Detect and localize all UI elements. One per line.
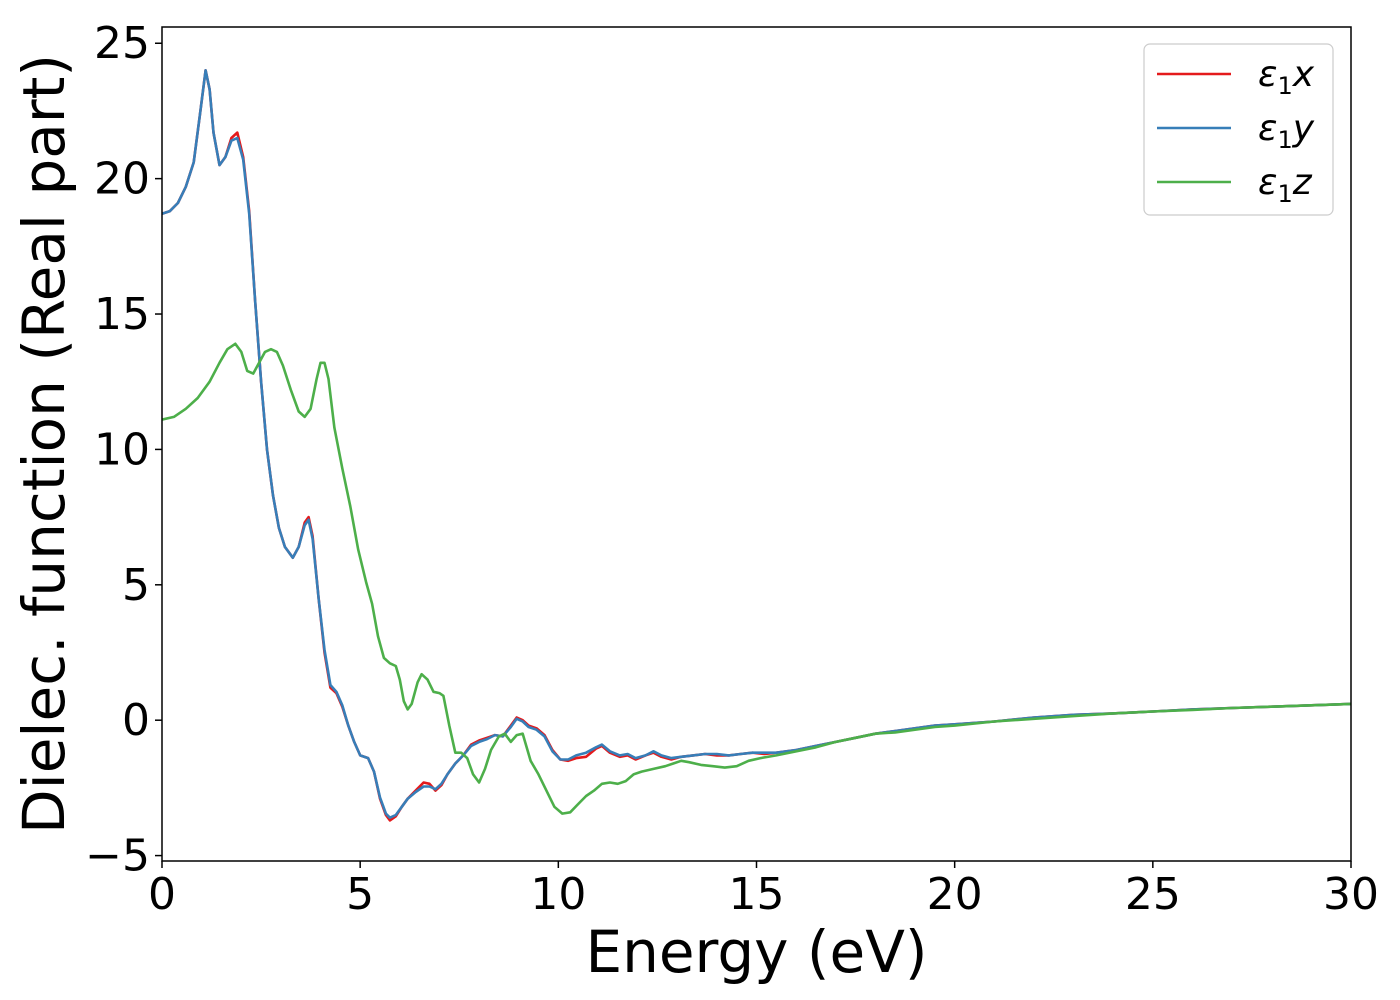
series-layer bbox=[162, 69, 1351, 822]
y-tick-label: 10 bbox=[94, 424, 150, 475]
legend: ε1x ε1y ε1z bbox=[1143, 43, 1334, 216]
x-tick-label: 0 bbox=[148, 869, 176, 920]
series-line-eps1y bbox=[162, 69, 1351, 819]
y-tick-label: 5 bbox=[122, 560, 150, 611]
x-tick-label: 25 bbox=[1125, 869, 1181, 920]
y-tick-label: −5 bbox=[85, 831, 150, 882]
x-tick-label: 5 bbox=[346, 869, 374, 920]
legend-box bbox=[1143, 43, 1334, 216]
x-axis-label: Energy (eV) bbox=[585, 918, 927, 986]
y-tick-label: 15 bbox=[94, 289, 150, 340]
x-tick-label: 20 bbox=[927, 869, 983, 920]
y-tick-label: 20 bbox=[94, 154, 150, 205]
legend-label-eps1x: ε1x bbox=[1258, 54, 1315, 100]
y-axis-label: Dielec. function (Real part) bbox=[10, 54, 78, 834]
x-tick-label: 30 bbox=[1323, 869, 1379, 920]
x-tick-label: 15 bbox=[729, 869, 785, 920]
x-tick-label: 10 bbox=[530, 869, 586, 920]
y-tick-label: 25 bbox=[94, 18, 150, 69]
series-line-eps1z bbox=[162, 342, 1351, 815]
legend-label-eps1y: ε1y bbox=[1258, 108, 1315, 154]
legend-label-eps1z: ε1z bbox=[1258, 162, 1313, 208]
y-tick-label: 0 bbox=[122, 695, 150, 746]
